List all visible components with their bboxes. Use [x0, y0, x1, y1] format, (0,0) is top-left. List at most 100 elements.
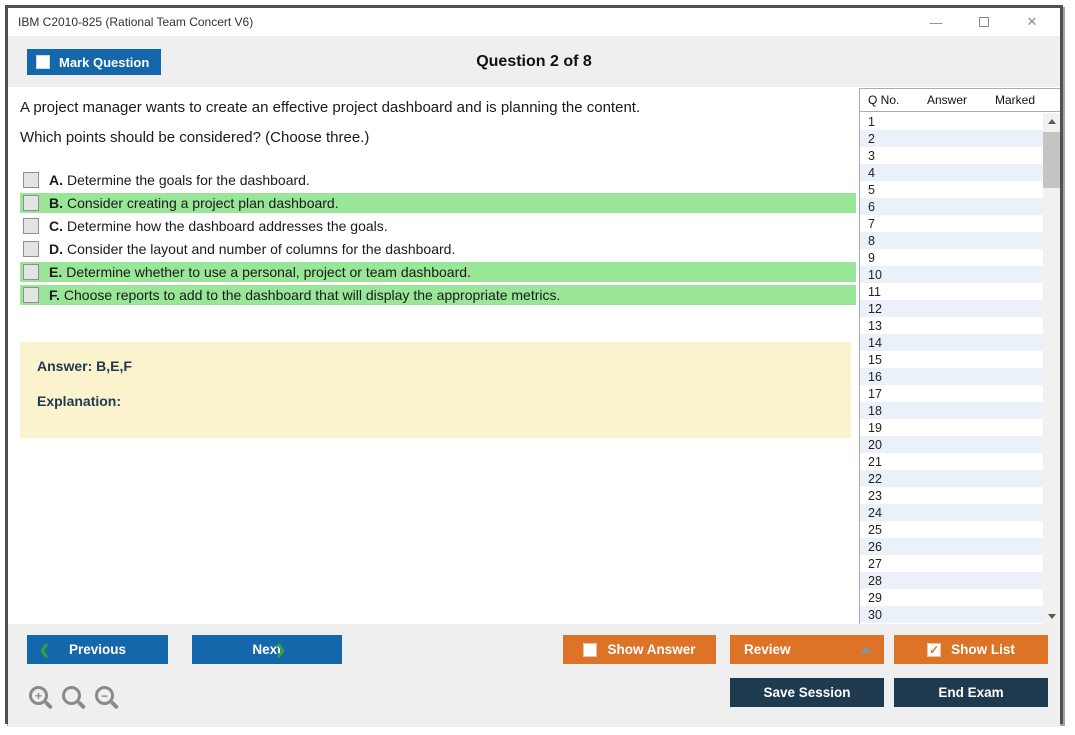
option-row[interactable]: D. Consider the layout and number of colu… — [20, 239, 856, 259]
option-row[interactable]: C. Determine how the dashboard addresses … — [20, 216, 856, 236]
question-list-row[interactable]: 10 — [860, 266, 1043, 283]
triangle-down-glyph — [1047, 614, 1056, 619]
option-text: Determine whether to use a personal, pro… — [66, 264, 471, 280]
zoom-reset-icon[interactable] — [62, 686, 81, 705]
maximize-box-glyph — [979, 17, 989, 27]
question-list-row[interactable]: 29 — [860, 589, 1043, 606]
option-row[interactable]: B. Consider creating a project plan dashb… — [20, 193, 856, 213]
option-checkbox[interactable] — [23, 264, 39, 280]
question-list-row[interactable]: 12 — [860, 300, 1043, 317]
question-list-cell-qno: 23 — [868, 488, 882, 503]
question-list-row[interactable]: 7 — [860, 215, 1043, 232]
question-list-row[interactable]: 24 — [860, 504, 1043, 521]
question-list-row[interactable]: 18 — [860, 402, 1043, 419]
zoom-in-icon[interactable]: + — [29, 686, 48, 705]
question-list-cell-qno: 17 — [868, 386, 882, 401]
maximize-icon[interactable] — [960, 8, 1008, 36]
question-list-cell-qno: 5 — [868, 182, 875, 197]
zoom-out-icon[interactable]: − — [95, 686, 114, 705]
close-icon[interactable]: ✕ — [1026, 14, 1038, 29]
question-list-row[interactable]: 17 — [860, 385, 1043, 402]
question-list-row[interactable]: 21 — [860, 453, 1043, 470]
question-list-row[interactable]: 23 — [860, 487, 1043, 504]
zoom-toolbar: + − — [29, 686, 114, 705]
show-list-button[interactable]: ✓ Show List — [894, 635, 1048, 664]
question-list-cell-qno: 22 — [868, 471, 882, 486]
question-list-cell-qno: 6 — [868, 199, 875, 214]
question-list-row[interactable]: 19 — [860, 419, 1043, 436]
scroll-down-icon[interactable] — [1043, 608, 1060, 625]
mark-question-button[interactable]: Mark Question — [27, 49, 162, 75]
option-label: A. Determine the goals for the dashboard. — [49, 172, 310, 188]
question-list-row[interactable]: 13 — [860, 317, 1043, 334]
option-letter: F. — [49, 287, 60, 303]
next-button[interactable]: Next ❯ — [192, 635, 342, 664]
option-checkbox[interactable] — [23, 241, 39, 257]
question-list-row[interactable]: 4 — [860, 164, 1043, 181]
option-row[interactable]: F. Choose reports to add to the dashboard… — [20, 285, 856, 305]
question-prompt-text: Which points should be considered? (Choo… — [20, 129, 370, 146]
option-checkbox[interactable] — [23, 218, 39, 234]
question-list-cell-qno: 24 — [868, 505, 882, 520]
save-session-button[interactable]: Save Session — [730, 678, 884, 707]
minimize-icon[interactable]: — — [929, 14, 943, 30]
answer-box: Answer: B,E,F Explanation: — [20, 342, 851, 438]
question-list-row[interactable]: 5 — [860, 181, 1043, 198]
question-list-row[interactable]: 30 — [860, 606, 1043, 623]
option-checkbox[interactable] — [23, 195, 39, 211]
option-checkbox[interactable] — [23, 287, 39, 303]
question-list-cell-qno: 26 — [868, 539, 882, 554]
question-list-row[interactable]: 6 — [860, 198, 1043, 215]
show-answer-button[interactable]: Show Answer — [563, 635, 716, 664]
question-list-cell-qno: 1 — [868, 114, 875, 129]
mark-question-label: Mark Question — [59, 54, 150, 70]
question-list-row[interactable]: 14 — [860, 334, 1043, 351]
question-intro-text: A project manager wants to create an eff… — [20, 99, 641, 116]
question-list-row[interactable]: 3 — [860, 147, 1043, 164]
question-list-row[interactable]: 1 — [860, 113, 1043, 130]
option-label: E. Determine whether to use a personal, p… — [49, 264, 471, 280]
question-list-cell-qno: 9 — [868, 250, 875, 265]
question-list-row[interactable]: 28 — [860, 572, 1043, 589]
show-answer-checkbox[interactable] — [583, 642, 598, 657]
column-header-marked: Marked — [995, 93, 1036, 107]
question-list-row[interactable]: 15 — [860, 351, 1043, 368]
end-exam-button[interactable]: End Exam — [894, 678, 1048, 707]
question-list-cell-qno: 14 — [868, 335, 882, 350]
option-checkbox[interactable] — [23, 172, 39, 188]
review-button[interactable]: Review — [730, 635, 884, 664]
question-list-row[interactable]: 22 — [860, 470, 1043, 487]
option-letter: B. — [49, 195, 63, 211]
mark-question-checkbox[interactable] — [36, 55, 50, 69]
question-list-cell-qno: 19 — [868, 420, 882, 435]
previous-button[interactable]: ❮ Previous — [27, 635, 168, 664]
question-list-row[interactable]: 16 — [860, 368, 1043, 385]
question-list-row[interactable]: 8 — [860, 232, 1043, 249]
question-list-row[interactable]: 2 — [860, 130, 1043, 147]
option-letter: D. — [49, 241, 63, 257]
question-list-cell-qno: 25 — [868, 522, 882, 537]
show-list-checkbox[interactable]: ✓ — [927, 642, 942, 657]
question-list-scrollbar[interactable] — [1043, 113, 1060, 625]
question-list-row[interactable]: 27 — [860, 555, 1043, 572]
question-list-row[interactable]: 11 — [860, 283, 1043, 300]
question-list-row[interactable]: 9 — [860, 249, 1043, 266]
chevron-left-icon: ❮ — [39, 641, 50, 657]
question-list-cell-qno: 7 — [868, 216, 875, 231]
scrollbar-thumb[interactable] — [1043, 132, 1060, 188]
option-text: Consider creating a project plan dashboa… — [67, 195, 339, 211]
option-row[interactable]: A. Determine the goals for the dashboard. — [20, 170, 856, 190]
option-row[interactable]: E. Determine whether to use a personal, p… — [20, 262, 856, 282]
question-list-cell-qno: 13 — [868, 318, 882, 333]
show-answer-label: Show Answer — [607, 642, 696, 657]
question-list-row[interactable]: 25 — [860, 521, 1043, 538]
question-list-cell-qno: 8 — [868, 233, 875, 248]
question-list-row[interactable]: 20 — [860, 436, 1043, 453]
option-text: Choose reports to add to the dashboard t… — [63, 287, 561, 303]
scroll-up-icon[interactable] — [1043, 113, 1060, 130]
question-list-cell-qno: 3 — [868, 148, 875, 163]
question-list-row[interactable]: 26 — [860, 538, 1043, 555]
option-letter: E. — [49, 264, 63, 280]
question-list-cell-qno: 4 — [868, 165, 875, 180]
review-label: Review — [744, 642, 791, 657]
